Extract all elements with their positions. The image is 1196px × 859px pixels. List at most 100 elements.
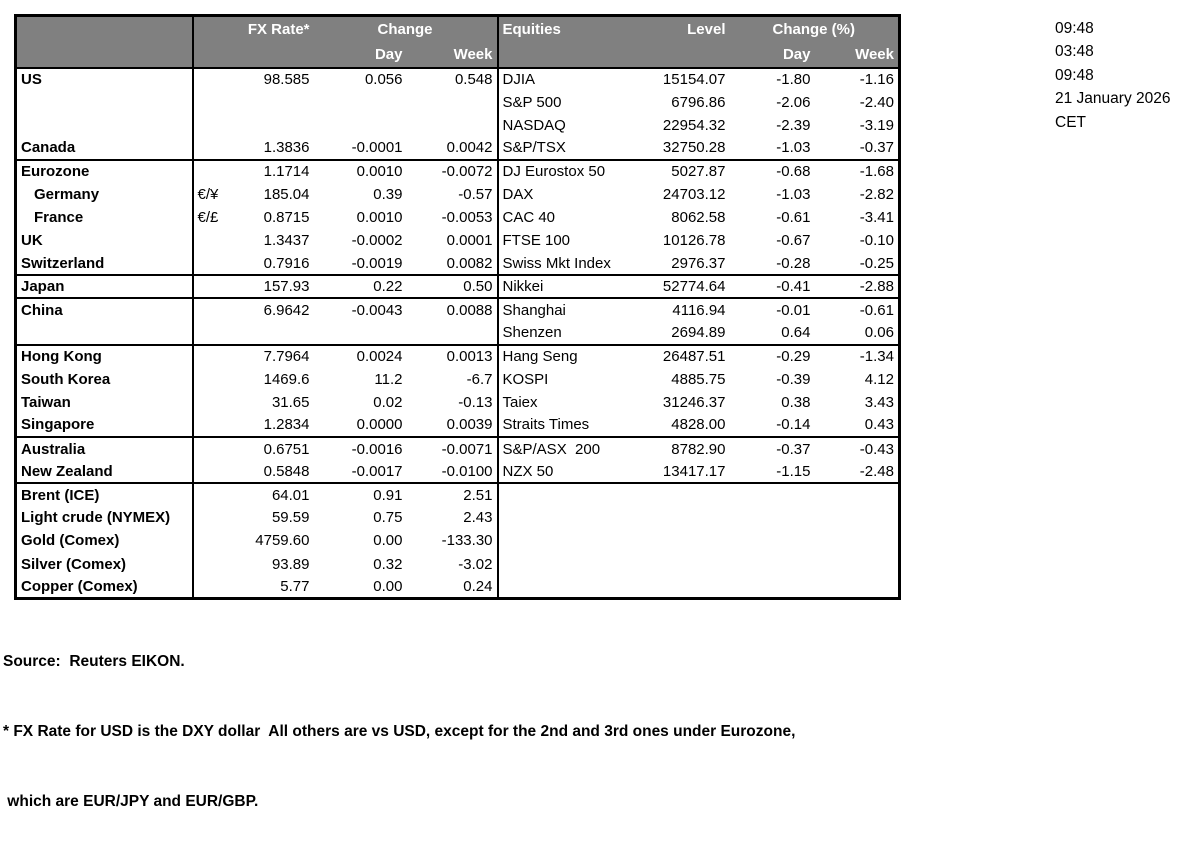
fx-change-week: 0.0042 — [406, 136, 499, 161]
equity-name: S&P 500 — [502, 93, 562, 111]
fx-change-day — [313, 321, 407, 346]
fx-change-week: -133.30 — [406, 529, 499, 553]
equity-change-day — [730, 483, 815, 506]
fx-change-week: 0.50 — [406, 275, 499, 300]
fx-rate — [238, 91, 314, 114]
equity-change-day: -0.28 — [729, 252, 815, 277]
equity-name: S&P/TSX — [497, 136, 644, 161]
equity-change-day: -0.01 — [776, 301, 811, 319]
fx-change-week: 2.51 — [406, 483, 499, 507]
equity-change-day: -0.39 — [776, 370, 811, 388]
footnote-line-1: * FX Rate for USD is the DXY dollar All … — [3, 723, 796, 741]
equity-name — [498, 552, 644, 575]
fx-pair — [192, 460, 238, 485]
equity-level — [644, 529, 730, 552]
fx-rate: 1.1714 — [263, 163, 310, 181]
fx-change-header: Change — [313, 15, 499, 42]
fx-pair — [193, 68, 238, 91]
equity-name — [498, 529, 644, 552]
fx-label: Eurozone — [15, 159, 194, 183]
equity-level: 2694.89 — [643, 321, 730, 346]
eq-week-header: Week — [814, 41, 900, 69]
equity-level: 13417.17 — [643, 460, 730, 485]
table-row: Switzerland 0.7916 -0.0019 0.0082 Swiss … — [15, 252, 900, 277]
fx-change-day: -0.0016 — [351, 440, 403, 458]
fx-pair — [192, 252, 238, 277]
fx-change-week: 0.0039 — [406, 413, 499, 439]
fx-pair — [192, 413, 238, 439]
fx-change-week: 0.0001 — [406, 229, 499, 253]
fx-label: Taiwan — [15, 390, 194, 414]
table-row: Canada 1.3836 -0.0001 0.0042 S&P/TSX 327… — [15, 136, 900, 161]
equity-change-week: -2.82 — [859, 186, 894, 204]
equity-level: 15154.07 — [662, 71, 726, 89]
table-row: Shenzen 2694.89 0.64 0.06 — [15, 321, 900, 346]
equity-level: 6796.86 — [671, 93, 726, 111]
equity-change-day: -0.41 — [729, 275, 815, 300]
equity-name: DJ Eurostox 50 — [502, 163, 606, 181]
table-row: NASDAQ 22954.32 -2.39 -3.19 — [15, 113, 900, 137]
header-row-1: FX Rate* Change Equities Level Change (%… — [15, 15, 900, 42]
equity-level: 22954.32 — [662, 116, 726, 134]
fx-change-day: -0.0019 — [313, 252, 407, 277]
fx-change-day: -0.0017 — [313, 460, 407, 485]
fx-change-day: 0.0010 — [356, 163, 403, 181]
fx-label: Silver (Comex) — [15, 552, 194, 576]
table-row: S&P 500 6796.86 -2.06 -2.40 — [15, 90, 900, 114]
equity-change-day: 0.38 — [781, 393, 811, 411]
fx-label: Australia — [15, 437, 194, 461]
equity-change-week: -2.40 — [859, 93, 894, 111]
table-row: France €/£ 0.8715 0.0010 -0.0053 CAC 40 … — [15, 206, 900, 230]
level-header: Level — [643, 15, 730, 42]
fx-label: Germany — [15, 182, 194, 207]
source-line: Source: Reuters EIKON. — [3, 653, 185, 671]
fx-label: Brent (ICE) — [15, 483, 194, 507]
fx-label: UK — [15, 229, 194, 253]
equity-level: 10126.78 — [662, 232, 726, 250]
fx-label — [15, 113, 194, 137]
fx-label: South Korea — [15, 367, 194, 391]
fx-label-header-blank — [15, 15, 194, 42]
timezone-line: CET — [1055, 113, 1086, 131]
fx-change-day: 0.0024 — [356, 348, 403, 366]
equity-change-week: -0.61 — [859, 301, 894, 319]
fx-change-week: 0.548 — [406, 67, 499, 91]
fx-rate: 6.9642 — [263, 301, 310, 319]
equity-name: Shanghai — [502, 301, 566, 319]
equity-level: 4828.00 — [643, 413, 730, 439]
fx-pair: €/£ — [197, 209, 219, 227]
fx-change-day: 0.056 — [364, 71, 403, 89]
equity-name — [498, 483, 644, 506]
equity-level: 52774.64 — [643, 275, 730, 300]
table-row: Australia 0.6751 -0.0016 -0.0071 S&P/ASX… — [15, 437, 900, 461]
equity-change-week: -2.48 — [814, 460, 900, 485]
equity-change-week — [815, 529, 900, 552]
equity-change-week — [815, 506, 900, 529]
equity-change-day: -2.39 — [776, 116, 811, 134]
fx-pair — [193, 483, 238, 506]
fx-rate: 4759.60 — [255, 532, 310, 550]
fx-change-week — [406, 90, 499, 114]
fx-rate: 1.3437 — [263, 232, 310, 250]
fx-label: Switzerland — [15, 252, 194, 277]
equity-change-day: -2.06 — [776, 93, 811, 111]
fx-pair — [193, 229, 238, 252]
fx-change-week: 0.0082 — [406, 252, 499, 277]
fx-rate: 31.65 — [271, 393, 310, 411]
timestamp-line: 09:48 — [1055, 20, 1094, 37]
equity-change-week: -0.10 — [859, 232, 894, 250]
fx-rate — [238, 114, 314, 137]
fx-change-day: -0.0002 — [351, 232, 403, 250]
fx-label: Light crude (NYMEX) — [15, 506, 194, 530]
equity-name: S&P/ASX 200 — [502, 440, 601, 458]
equity-name: Shenzen — [497, 321, 644, 346]
market-data-table: FX Rate* Change Equities Level Change (%… — [14, 14, 901, 601]
equity-change-week: -1.16 — [859, 71, 894, 89]
fx-day-header: Day — [313, 41, 407, 69]
fx-pair — [193, 368, 238, 391]
equity-level — [644, 552, 730, 575]
equity-change-day: -1.03 — [729, 136, 815, 161]
fx-change-day: 0.00 — [373, 577, 403, 595]
equity-name: Hang Seng — [502, 348, 578, 366]
equity-change-week: -2.88 — [814, 275, 900, 300]
